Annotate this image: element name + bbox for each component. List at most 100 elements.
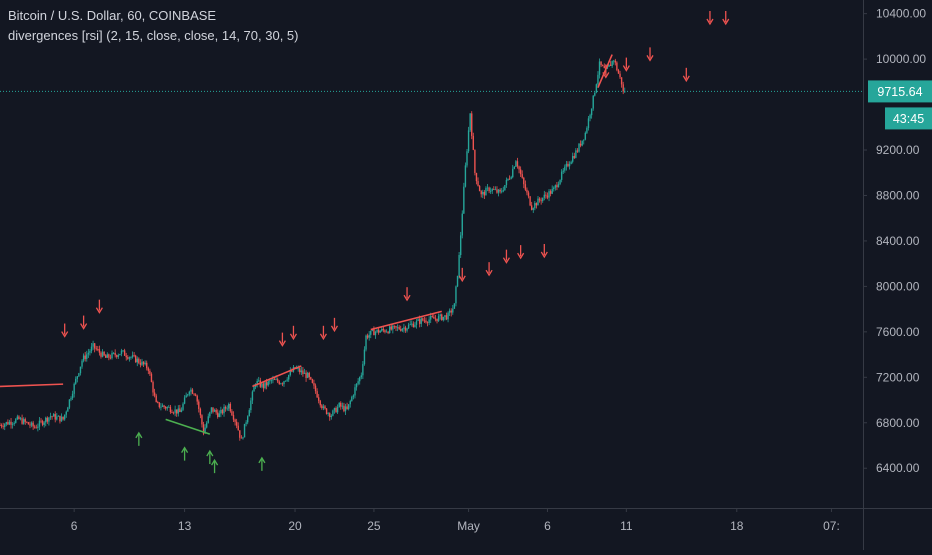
bearish-signal-arrow: [485, 262, 493, 277]
candle-body: [546, 195, 549, 198]
candle-body: [109, 357, 112, 359]
candle-body: [261, 383, 263, 387]
candle-body: [169, 406, 172, 413]
candle-body: [576, 150, 579, 152]
candle-body: [220, 409, 222, 414]
candle-body: [463, 186, 465, 214]
current-price-label: 9715.64: [877, 85, 922, 99]
candle-body: [455, 286, 457, 304]
candle-body: [319, 400, 321, 406]
candle-body: [317, 397, 320, 401]
candle-body: [103, 351, 105, 356]
chart-legend: Bitcoin / U.S. Dollar, 60, COINBASE dive…: [8, 6, 298, 46]
time-tick-label: 25: [367, 519, 381, 533]
candle-body: [359, 377, 361, 382]
candle-body: [469, 113, 471, 131]
candle-body: [281, 383, 284, 385]
candle-body: [245, 422, 247, 424]
divergence-layer: [0, 54, 613, 435]
candle-body: [548, 191, 550, 198]
candle-body: [519, 169, 522, 175]
candle-body: [202, 424, 205, 434]
candle-body: [68, 399, 71, 408]
candle-body: [365, 335, 367, 350]
candle-body: [256, 380, 258, 385]
candle-body: [357, 381, 359, 384]
arrow-head: [181, 446, 189, 453]
bearish-signal-arrow: [330, 317, 339, 333]
candle-body: [560, 171, 563, 180]
arrow-head: [135, 431, 143, 439]
candle-body: [513, 166, 516, 169]
candle-body: [82, 355, 85, 361]
candle-body: [496, 189, 498, 193]
candle-body: [494, 189, 497, 191]
bearish-signal-arrow: [706, 11, 714, 26]
bullish-signal-arrow: [206, 449, 214, 465]
candle-body: [90, 346, 93, 352]
candle-body: [22, 419, 25, 424]
bearish-signal-arrow: [646, 47, 654, 62]
candle-body: [128, 357, 131, 359]
candle-body: [150, 373, 153, 383]
candle-body: [603, 66, 605, 69]
candle-body: [228, 403, 230, 409]
candle-body: [73, 383, 75, 394]
candle-body: [101, 351, 104, 357]
candle-body: [209, 412, 211, 417]
bearish-signal-arrow: [602, 64, 610, 79]
bearish-divergence-line: [0, 383, 64, 388]
candle-body: [572, 156, 574, 162]
candle-body: [56, 416, 58, 420]
bullish-signal-arrow: [135, 431, 143, 446]
candle-body: [351, 396, 353, 402]
candle-body: [458, 254, 460, 276]
indicator-title[interactable]: divergences [rsi] (2, 15, close, close, …: [8, 28, 299, 43]
candle-body: [393, 325, 396, 327]
candle-body: [52, 414, 55, 417]
candle-body: [343, 405, 345, 412]
candle-body: [324, 406, 326, 409]
candle-body: [313, 382, 315, 386]
candle-body: [543, 194, 546, 198]
candle-body: [190, 389, 192, 392]
candle-body: [622, 84, 624, 92]
candle-body: [229, 403, 232, 412]
candle-body: [276, 379, 279, 382]
candle-body: [30, 422, 33, 426]
candle-body: [231, 411, 233, 416]
candle-body: [559, 179, 561, 185]
candle-body: [106, 354, 108, 358]
candle-body: [138, 358, 140, 363]
candle-body: [437, 316, 440, 322]
candle-body: [221, 409, 224, 414]
candle-body: [117, 355, 120, 357]
price-tick-label: 8000.00: [876, 279, 920, 293]
candle-body: [325, 408, 328, 414]
candle-body: [299, 368, 301, 373]
candle-body: [183, 397, 186, 404]
candle-body: [97, 349, 99, 350]
candle-body: [15, 419, 17, 423]
candle-body: [300, 370, 303, 373]
candle-body: [430, 316, 432, 320]
bullish-signal-arrow: [258, 456, 266, 471]
arrow-head: [80, 323, 88, 330]
symbol-title[interactable]: Bitcoin / U.S. Dollar, 60, COINBASE: [8, 8, 217, 23]
candle-body: [554, 185, 557, 188]
candle-body: [609, 64, 612, 66]
candle-body: [108, 354, 110, 358]
bearish-divergence-line: [597, 54, 613, 88]
candle-body: [171, 412, 173, 413]
candle-body: [45, 417, 47, 423]
candle-body: [505, 179, 508, 186]
candle-body: [4, 424, 6, 427]
candle-body: [136, 358, 138, 363]
price-tick-label: 10400.00: [876, 7, 926, 21]
candle-body: [240, 437, 243, 439]
candle-body: [250, 400, 252, 411]
candle-body: [125, 355, 127, 358]
candle-body: [87, 352, 90, 355]
